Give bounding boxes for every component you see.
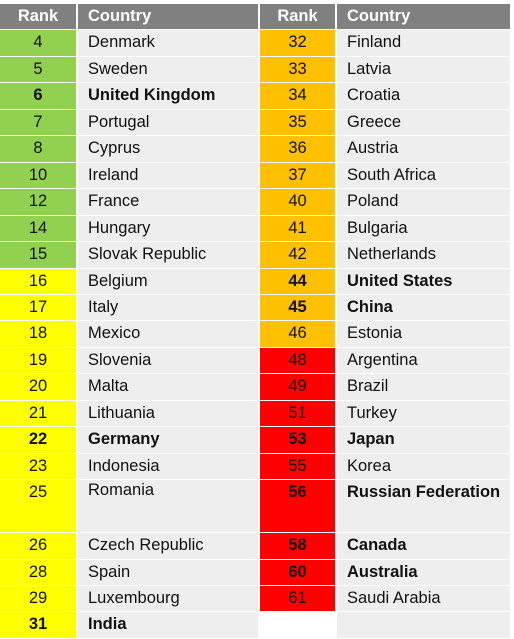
rank-cell: 41 <box>260 215 337 243</box>
country-cell: Cyprus <box>78 136 260 163</box>
country-cell: Slovenia <box>78 347 260 375</box>
rank-cell: 23 <box>0 453 78 481</box>
rank-cell: 32 <box>260 30 337 57</box>
country-cell: Japan <box>337 427 512 454</box>
rank-cell: 22 <box>0 427 78 454</box>
rank-cell: 36 <box>260 136 337 163</box>
country-cell: Australia <box>337 559 512 586</box>
country-cell: Lithuania <box>78 400 260 428</box>
country-cell: Slovak Republic <box>78 242 260 269</box>
rank-cell: 29 <box>0 585 78 613</box>
country-cell: Greece <box>337 109 512 137</box>
rank-cell: 4 <box>0 30 78 57</box>
country-cell: Turkey <box>337 400 512 428</box>
rank-cell: 20 <box>0 374 78 401</box>
country-cell: Denmark <box>78 30 260 57</box>
rank-cell: 37 <box>260 162 337 190</box>
rank-cell: 58 <box>260 533 337 560</box>
header-country-right: Country <box>337 4 512 31</box>
rank-cell: 56 <box>260 480 337 534</box>
rank-cell: 60 <box>260 559 337 586</box>
header-rank-right: Rank <box>260 4 337 31</box>
country-cell: Romania <box>78 480 260 534</box>
country-cell: Finland <box>337 30 512 57</box>
rank-cell: 49 <box>260 374 337 401</box>
rank-cell: 7 <box>0 109 78 137</box>
rank-cell: 26 <box>0 533 78 560</box>
country-cell: Poland <box>337 189 512 216</box>
header-country-left: Country <box>78 4 260 31</box>
rank-cell: 16 <box>0 268 78 295</box>
country-cell: Korea <box>337 453 512 481</box>
country-cell: Hungary <box>78 215 260 243</box>
country-cell: Portugal <box>78 109 260 137</box>
country-cell: Ireland <box>78 162 260 190</box>
rank-cell: 17 <box>0 294 78 322</box>
rank-cell: 35 <box>260 109 337 137</box>
country-cell: China <box>337 294 512 322</box>
country-cell: Croatia <box>337 83 512 110</box>
country-cell: Saudi Arabia <box>337 585 512 613</box>
rank-cell: 31 <box>0 612 78 639</box>
country-cell: Spain <box>78 559 260 586</box>
rank-cell: 18 <box>0 321 78 348</box>
rank-cell: 45 <box>260 294 337 322</box>
rank-cell: 19 <box>0 347 78 375</box>
rank-cell: 33 <box>260 56 337 84</box>
rank-cell: 55 <box>260 453 337 481</box>
rank-cell: 14 <box>0 215 78 243</box>
rank-cell: 21 <box>0 400 78 428</box>
rank-cell: 5 <box>0 56 78 84</box>
country-cell: Estonia <box>337 321 512 348</box>
rank-cell: 10 <box>0 162 78 190</box>
rank-cell: 42 <box>260 242 337 269</box>
country-cell: Brazil <box>337 374 512 401</box>
country-cell: India <box>78 612 260 639</box>
rank-cell: 8 <box>0 136 78 163</box>
country-cell: Belgium <box>78 268 260 295</box>
rank-cell: 12 <box>0 189 78 216</box>
country-cell: South Africa <box>337 162 512 190</box>
rank-cell: 44 <box>260 268 337 295</box>
country-cell: United States <box>337 268 512 295</box>
country-cell: Canada <box>337 533 512 560</box>
rank-cell: 51 <box>260 400 337 428</box>
rank-cell: 15 <box>0 242 78 269</box>
country-cell: Argentina <box>337 347 512 375</box>
ranking-table: Rank Country Rank Country 4 Denmark 32 Finl… <box>0 4 512 639</box>
rank-cell: 40 <box>260 189 337 216</box>
header-rank-left: Rank <box>0 4 78 31</box>
rank-cell: 53 <box>260 427 337 454</box>
rank-cell: 48 <box>260 347 337 375</box>
country-cell: Czech Republic <box>78 533 260 560</box>
country-cell: Bulgaria <box>337 215 512 243</box>
country-cell: United Kingdom <box>78 83 260 110</box>
country-cell: Indonesia <box>78 453 260 481</box>
country-cell: Mexico <box>78 321 260 348</box>
country-cell: Netherlands <box>337 242 512 269</box>
country-cell: France <box>78 189 260 216</box>
rank-cell: 25 <box>0 480 78 534</box>
country-cell: Italy <box>78 294 260 322</box>
rank-cell: 28 <box>0 559 78 586</box>
country-cell: Malta <box>78 374 260 401</box>
empty-cell <box>260 612 337 639</box>
country-cell: Luxembourg <box>78 585 260 613</box>
rank-cell: 61 <box>260 585 337 613</box>
rank-cell: 6 <box>0 83 78 110</box>
rank-cell: 46 <box>260 321 337 348</box>
country-cell: Sweden <box>78 56 260 84</box>
country-cell: Austria <box>337 136 512 163</box>
country-cell: Latvia <box>337 56 512 84</box>
country-cell: Germany <box>78 427 260 454</box>
country-cell: Russian Federation <box>337 480 512 534</box>
empty-cell <box>337 612 512 639</box>
rank-cell: 34 <box>260 83 337 110</box>
